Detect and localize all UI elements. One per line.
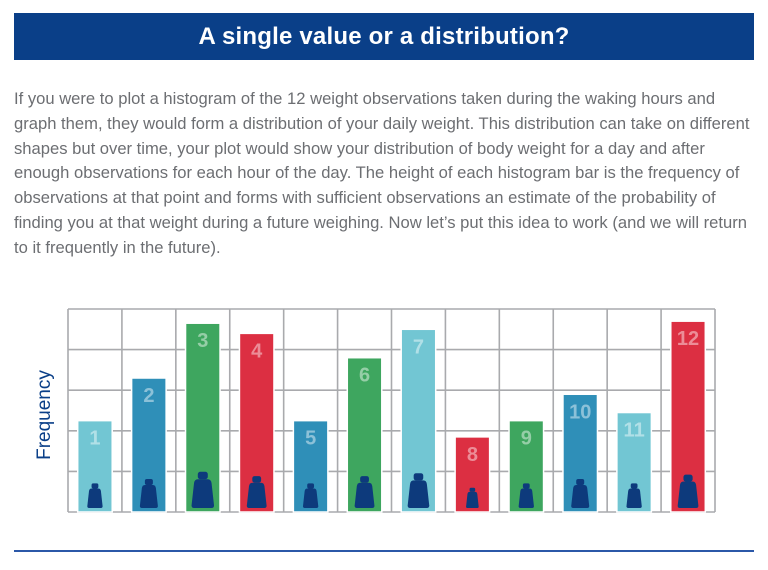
weight-icon [302,483,319,508]
page-title: A single value or a distribution? [198,22,570,50]
histogram-bar-group: 9 [508,419,545,513]
histogram-bar-group: 6 [346,356,383,513]
footer-rule [14,550,754,552]
histogram-chart: Frequency 1 2 3 4 5 6 7 8 9 10 11 12 [30,300,730,525]
weight-icon [246,476,267,508]
bar-number-label: 4 [251,340,263,362]
bar-number-label: 9 [521,428,532,450]
weight-icon [87,483,103,508]
histogram-bar-group: 2 [130,377,167,513]
histogram-bar-group: 11 [616,411,653,513]
bar-number-label: 12 [677,328,699,350]
bar-number-label: 2 [143,385,154,407]
weight-icon [354,476,375,508]
weight-icon [466,487,479,508]
title-banner: A single value or a distribution? [14,13,754,60]
bar-number-label: 8 [467,444,478,466]
weight-icon [518,483,534,508]
weight-icon [191,471,215,508]
body-paragraph: If you were to plot a histogram of the 1… [14,89,750,257]
bar-number-label: 10 [569,401,591,423]
histogram-bar-group: 10 [562,393,599,513]
histogram-bar-group: 12 [670,320,707,513]
histogram-bar-group: 1 [76,419,113,513]
weight-icon [626,483,642,508]
bar-number-label: 11 [624,420,645,442]
weight-icon [571,479,590,508]
grid [67,308,716,513]
weight-icon [677,474,699,508]
histogram-bar-group: 4 [238,332,275,513]
weight-icon [407,473,430,508]
bar-number-label: 1 [89,428,100,450]
weight-icon [139,479,158,508]
bar-number-label: 5 [305,428,316,450]
bar-number-label: 7 [413,336,424,358]
histogram-bar-group: 3 [184,322,221,513]
bar-number-label: 3 [197,330,208,352]
histogram-bar-group: 5 [292,419,329,513]
histogram-bar-group: 8 [454,436,491,513]
bar-number-label: 6 [359,365,370,387]
histogram-bar-group: 7 [400,328,437,513]
